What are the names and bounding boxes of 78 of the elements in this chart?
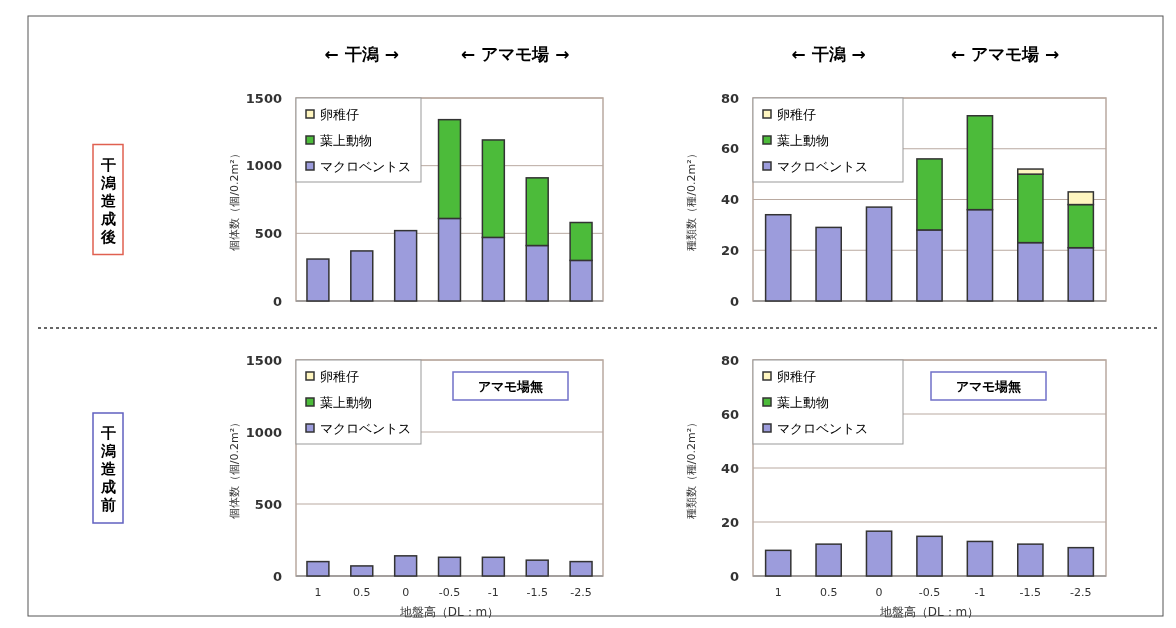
bar	[865, 530, 893, 577]
annotation: アマモ場無	[477, 379, 543, 394]
y-tick-label: 0	[729, 293, 739, 309]
y-tick-label: 0	[729, 568, 739, 584]
bar	[815, 226, 842, 302]
y-tick-label: 20	[720, 242, 739, 258]
x-axis-title: 地盤高（DL：m）	[878, 605, 980, 619]
x-tick-label: -1	[974, 586, 986, 599]
bar	[815, 543, 842, 577]
y-axis-title: 個体数（個/0.2m²）	[228, 416, 241, 520]
x-tick-label: -1.5	[1019, 586, 1042, 599]
text: ← 干潟 →	[324, 44, 399, 64]
text: ← アマモ場 →	[950, 44, 1060, 64]
y-tick-label: 0	[272, 293, 282, 309]
x-tick-label: -1	[487, 586, 499, 599]
y-tick-label: 80	[720, 352, 739, 368]
legend-label: マクロベントス	[320, 421, 411, 436]
text: ← 干潟 →	[791, 44, 866, 64]
bar	[350, 250, 374, 302]
x-tick-label: 0.5	[353, 586, 371, 599]
legend-label: 葉上動物	[777, 395, 829, 410]
y-axis-title: 個体数（個/0.2m²）	[228, 148, 241, 251]
y-tick-label: 0	[272, 568, 282, 584]
x-tick-label: -0.5	[918, 586, 941, 599]
legend-label: 葉上動物	[320, 395, 372, 410]
bar	[306, 560, 330, 577]
bar	[350, 565, 374, 577]
text: ← アマモ場 →	[461, 44, 570, 64]
bar	[393, 229, 418, 302]
x-tick-label: 0.5	[819, 586, 838, 599]
legend-label: マクロベントス	[777, 159, 868, 174]
bar	[481, 556, 506, 577]
legend-label: 葉上動物	[320, 133, 372, 148]
bar	[569, 560, 593, 577]
bar	[764, 213, 792, 302]
y-tick-label: 500	[254, 496, 282, 512]
x-tick-label: 1	[774, 586, 782, 599]
legend-label: 卵稚仔	[777, 107, 816, 122]
y-tick-label: 1000	[245, 158, 282, 174]
bar	[764, 549, 792, 577]
legend-label: 卵稚仔	[777, 369, 816, 384]
x-tick-label: 1	[314, 586, 322, 599]
legend-label: 卵稚仔	[320, 107, 359, 122]
legend-label: 卵稚仔	[320, 369, 359, 384]
annotation: アマモ場無	[955, 379, 1021, 394]
legend-label: 葉上動物	[777, 133, 829, 148]
y-tick-label: 40	[720, 460, 739, 476]
y-tick-label: 1500	[245, 352, 282, 368]
y-axis-title: 種類数（種/0.2m²）	[685, 148, 698, 251]
bar	[525, 559, 549, 577]
x-tick-label: -2.5	[1070, 586, 1092, 599]
x-tick-label: -0.5	[438, 586, 461, 599]
bar	[865, 206, 893, 302]
x-axis-title: 地盤高（DL：m）	[398, 605, 500, 619]
bar	[916, 535, 943, 577]
x-tick-label: 0	[402, 586, 410, 599]
x-tick-label: 0	[875, 586, 883, 599]
y-tick-label: 80	[720, 90, 739, 106]
bar	[1017, 543, 1044, 577]
y-tick-label: 1000	[245, 424, 282, 440]
text: 干潟造成前	[99, 424, 117, 514]
x-tick-label: -1.5	[526, 586, 548, 599]
legend-label: マクロベントス	[777, 421, 868, 436]
bar	[437, 556, 462, 577]
legend-label: マクロベントス	[320, 159, 411, 174]
y-axis-title: 種類数（種/0.2m²）	[685, 416, 698, 520]
y-tick-label: 1500	[245, 90, 282, 106]
y-tick-label: 500	[254, 225, 282, 241]
bar	[393, 555, 418, 577]
y-tick-label: 40	[720, 192, 739, 208]
y-tick-label: 60	[720, 141, 739, 157]
x-tick-label: -2.5	[570, 586, 592, 599]
y-tick-label: 60	[720, 406, 739, 422]
bar	[966, 540, 994, 577]
text: 干潟造成後	[99, 155, 117, 246]
bar	[306, 258, 330, 302]
y-tick-label: 20	[720, 514, 739, 530]
bar	[1067, 546, 1095, 577]
